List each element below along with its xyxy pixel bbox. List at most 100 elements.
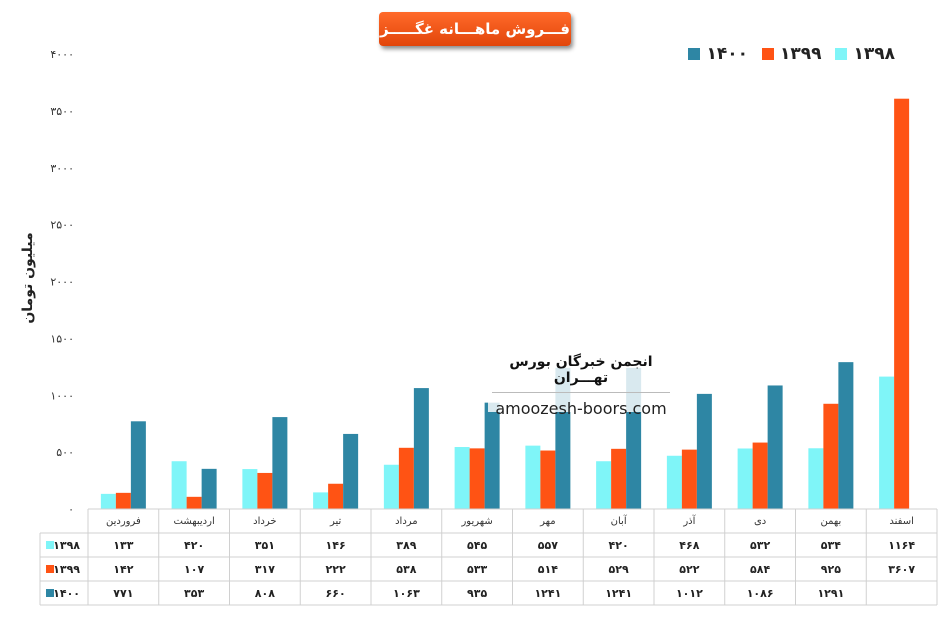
data-label: ۱۱۶۴ xyxy=(888,539,915,552)
legend-swatch-1398 xyxy=(835,48,848,60)
bar-3-1 xyxy=(328,483,344,509)
x-tick-label: تیر xyxy=(329,516,342,527)
data-label: ۱۲۴۱ xyxy=(534,587,561,600)
data-label: ۵۳۸ xyxy=(396,563,416,576)
x-tick-label: اسفند xyxy=(889,516,913,527)
y-tick-label: ۰ xyxy=(68,503,74,516)
table-series-name: ۱۴۰۰ xyxy=(53,587,80,600)
x-tick-label: آذر xyxy=(682,514,696,527)
data-label: ۵۲۹ xyxy=(609,563,629,576)
legend-swatch-1400 xyxy=(688,48,701,60)
x-tick-label: بهمن xyxy=(820,516,841,527)
data-label: ۵۲۲ xyxy=(679,563,699,576)
bar-11-0 xyxy=(879,376,895,509)
bar-3-2 xyxy=(343,433,359,509)
legend-item-1398: ۱۳۹۸ xyxy=(835,44,895,64)
y-tick-label: ۵۰۰ xyxy=(56,446,74,459)
chart-title: فـــروش ماهـــانه غگـــــز xyxy=(379,12,571,46)
data-label: ۱۰۱۲ xyxy=(676,587,703,600)
table-legend-swatch xyxy=(46,589,54,597)
data-label: ۵۳۴ xyxy=(821,539,841,552)
bar-0-2 xyxy=(130,421,146,509)
bar-1-0 xyxy=(171,461,187,509)
watermark-divider xyxy=(492,392,670,393)
bar-8-2 xyxy=(696,393,712,509)
bar-0-0 xyxy=(100,493,116,509)
data-label: ۳۵۱ xyxy=(255,539,275,552)
bar-7-0 xyxy=(596,461,612,509)
x-tick-label: مهر xyxy=(539,516,555,527)
data-label: ۵۳۲ xyxy=(750,539,770,552)
bar-4-0 xyxy=(383,464,399,509)
data-label: ۵۴۵ xyxy=(467,539,487,552)
y-axis-label: میلیون تومان xyxy=(20,232,36,324)
y-tick-label: ۲۰۰۰ xyxy=(50,276,74,289)
watermark: انجمن خبرگان بورس تهـــران amoozesh-boor… xyxy=(488,348,674,418)
data-label: ۹۲۵ xyxy=(821,563,841,576)
table-legend-swatch xyxy=(46,565,54,573)
bar-7-1 xyxy=(611,448,627,509)
bar-11-1 xyxy=(894,98,910,510)
y-tick-label: ۳۰۰۰ xyxy=(50,162,74,175)
data-label: ۵۵۷ xyxy=(538,539,558,552)
x-tick-label: مرداد xyxy=(395,516,418,527)
watermark-url: amoozesh-boors.com xyxy=(495,399,667,418)
x-tick-label: دی xyxy=(754,516,766,527)
y-tick-label: ۱۵۰۰ xyxy=(50,332,74,345)
bar-2-1 xyxy=(257,472,273,509)
data-label: ۴۲۰ xyxy=(184,539,204,552)
x-tick-label: اردیبهشت xyxy=(174,516,215,527)
x-tick-label: خرداد xyxy=(253,516,276,527)
x-tick-label: فروردین xyxy=(106,516,141,527)
bar-9-2 xyxy=(767,385,783,509)
chart-title-text: فـــروش ماهـــانه غگـــــز xyxy=(380,20,570,38)
bar-9-0 xyxy=(737,448,753,509)
bar-9-1 xyxy=(752,442,768,509)
table-series-name: ۱۳۹۹ xyxy=(53,563,80,576)
legend-swatch-1399 xyxy=(761,48,774,60)
data-label: ۷۷۱ xyxy=(113,587,133,600)
legend: ۱۳۹۸ ۱۳۹۹ ۱۴۰۰ xyxy=(688,44,895,64)
bar-8-1 xyxy=(681,449,697,509)
bar-4-1 xyxy=(398,447,414,509)
data-label: ۱۲۹۱ xyxy=(817,587,844,600)
data-label: ۳۸۹ xyxy=(396,539,416,552)
y-tick-label: ۴۰۰۰ xyxy=(50,48,74,61)
bar-6-1 xyxy=(540,450,556,509)
data-label: ۱۴۶ xyxy=(326,539,346,552)
bar-10-0 xyxy=(808,448,824,509)
bar-3-0 xyxy=(313,492,329,509)
legend-item-1400: ۱۴۰۰ xyxy=(688,44,748,64)
data-label: ۳۵۳ xyxy=(184,587,204,600)
legend-label-1398: ۱۳۹۸ xyxy=(853,44,895,64)
data-label: ۳۶۰۷ xyxy=(888,563,915,576)
x-tick-label: آبان xyxy=(611,514,628,527)
bar-5-1 xyxy=(469,448,485,509)
data-label: ۴۲۰ xyxy=(609,539,629,552)
bar-1-1 xyxy=(186,496,202,509)
data-label: ۱۲۴۱ xyxy=(605,587,632,600)
legend-label-1400: ۱۴۰۰ xyxy=(706,44,748,64)
bar-10-2 xyxy=(838,362,854,509)
bar-2-2 xyxy=(272,417,288,509)
y-tick-label: ۱۰۰۰ xyxy=(50,389,74,402)
data-label: ۶۶۰ xyxy=(326,587,346,600)
bar-10-1 xyxy=(823,403,839,509)
bar-5-0 xyxy=(454,447,470,509)
data-label: ۲۲۲ xyxy=(326,563,346,576)
data-label: ۵۸۴ xyxy=(750,563,770,576)
data-label: ۱۳۳ xyxy=(113,539,133,552)
bar-8-0 xyxy=(666,455,682,509)
data-label: ۸۰۸ xyxy=(255,587,275,600)
bar-6-0 xyxy=(525,445,541,509)
bar-2-0 xyxy=(242,469,258,509)
data-label: ۵۱۴ xyxy=(538,563,558,576)
x-tick-label: شهریور xyxy=(460,516,492,527)
legend-item-1399: ۱۳۹۹ xyxy=(761,44,821,64)
data-label: ۱۰۶۳ xyxy=(393,587,420,600)
y-tick-label: ۲۵۰۰ xyxy=(50,219,74,232)
data-label: ۹۳۵ xyxy=(467,587,487,600)
data-label: ۱۴۲ xyxy=(113,563,133,576)
watermark-title: انجمن خبرگان بورس تهـــران xyxy=(509,354,653,386)
